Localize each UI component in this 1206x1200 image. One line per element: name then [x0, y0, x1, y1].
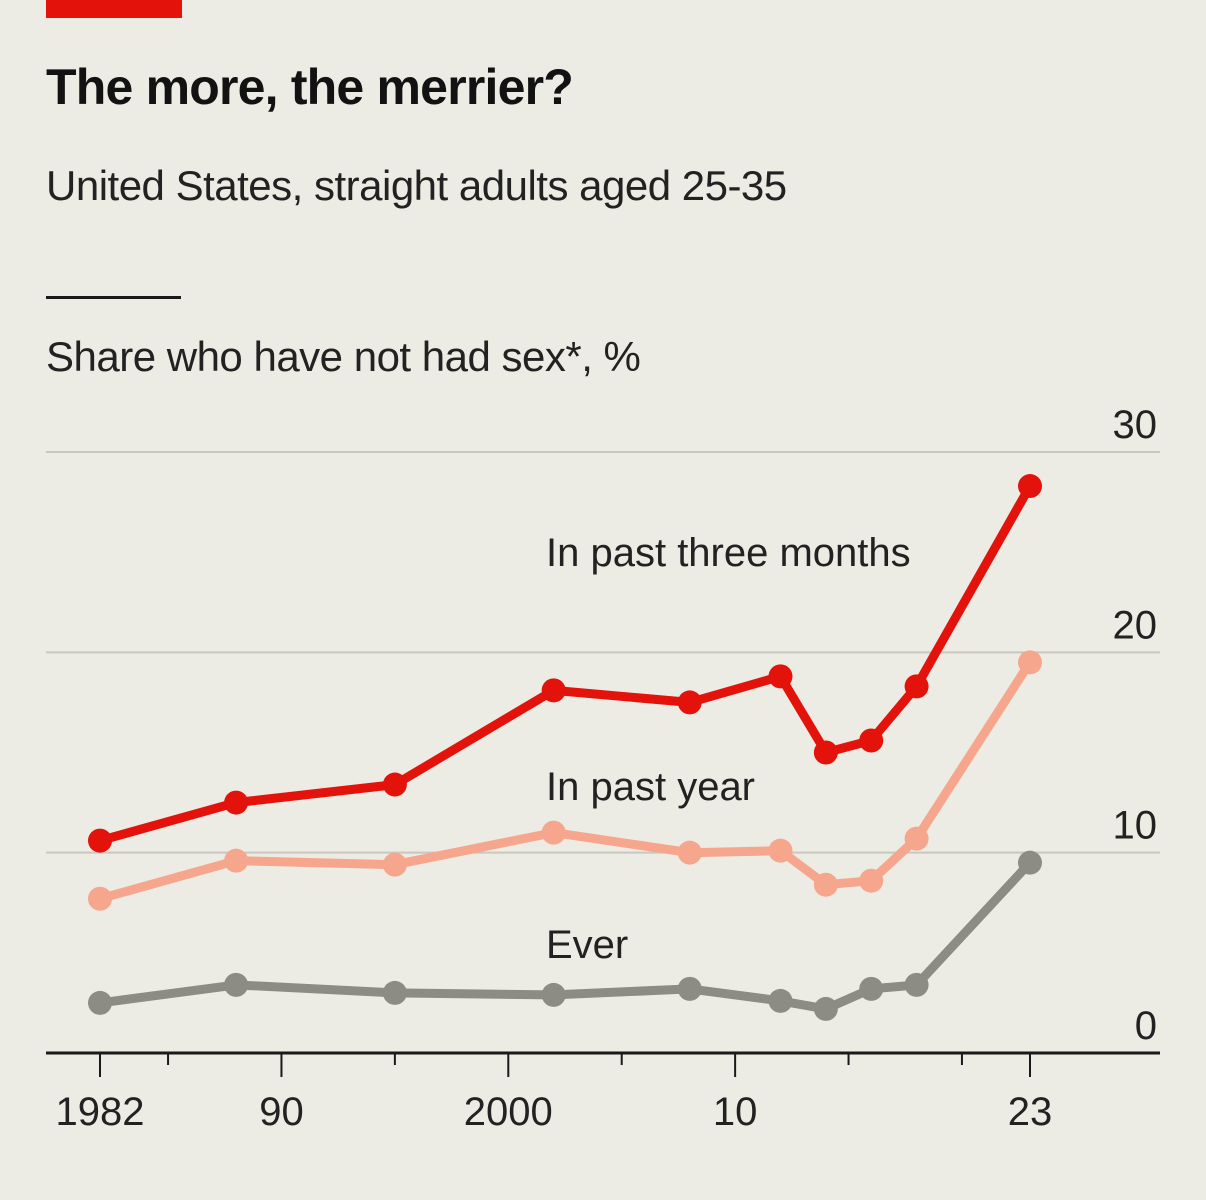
data-point-ever-2014 [813, 996, 838, 1021]
data-point-in-past-three-months-2002 [541, 678, 566, 703]
series-label-ever: Ever [546, 923, 628, 967]
data-point-in-past-three-months-2008 [677, 690, 702, 715]
y-tick-label-20: 20 [1113, 603, 1158, 647]
x-axis: 1982 90 2000 10 23 [46, 1051, 1160, 1134]
data-point-ever-2008 [677, 976, 702, 1001]
y-axis-measure-label: Share who have not had sex*, % [46, 333, 641, 380]
data-point-in-past-year-2008 [677, 840, 702, 865]
data-point-in-past-year-2018 [904, 826, 929, 851]
data-point-ever-1982 [88, 990, 112, 1015]
brand-accent-bar [46, 0, 182, 18]
y-tick-label-30: 30 [1113, 403, 1158, 447]
series-in-past-three-months [88, 474, 1042, 853]
header-rule [46, 296, 181, 299]
data-point-ever-2012 [768, 988, 793, 1013]
series-group [88, 474, 1042, 1021]
data-point-ever-2002 [541, 982, 566, 1007]
series-in-past-year [88, 650, 1042, 911]
data-point-in-past-three-months-1988 [224, 790, 249, 815]
series-labels: In past three months In past year Ever [546, 531, 911, 967]
data-point-in-past-three-months-1995 [382, 772, 407, 797]
series-label-in-past-year: In past year [546, 765, 755, 809]
series-label-in-past-three-months: In past three months [546, 531, 911, 575]
series-line-in-past-three-months [95, 481, 1035, 846]
data-point-ever-2023 [1018, 850, 1042, 875]
data-point-in-past-three-months-2018 [904, 674, 929, 699]
data-point-in-past-year-2002 [541, 820, 566, 845]
data-point-in-past-three-months-2012 [768, 664, 793, 689]
series-ever [88, 850, 1042, 1021]
y-tick-label-10: 10 [1113, 804, 1158, 848]
data-point-in-past-three-months-2023 [1018, 474, 1042, 499]
series-line-in-past-year [95, 657, 1035, 904]
data-point-ever-1988 [224, 972, 249, 997]
data-point-in-past-year-2014 [813, 872, 838, 897]
data-point-in-past-three-months-1982 [88, 828, 112, 853]
data-point-ever-1995 [382, 980, 407, 1005]
x-tick-label-2010: 10 [713, 1090, 758, 1134]
x-tick-label-1990: 90 [259, 1090, 304, 1134]
y-tick-labels: 0 10 20 30 [1113, 403, 1158, 1048]
data-point-in-past-year-2016 [859, 868, 884, 893]
data-point-in-past-three-months-2014 [813, 740, 838, 765]
data-point-in-past-three-months-2016 [859, 728, 884, 753]
x-tick-label-1982: 1982 [56, 1090, 145, 1134]
data-point-ever-2018 [904, 972, 929, 997]
data-point-in-past-year-1982 [88, 886, 112, 911]
data-point-in-past-year-2023 [1018, 650, 1042, 675]
chart-title: The more, the merrier? [46, 59, 574, 115]
data-point-ever-2016 [859, 976, 884, 1001]
data-point-in-past-year-1988 [224, 848, 249, 873]
x-tick-label-2000: 2000 [464, 1090, 553, 1134]
data-point-in-past-year-1995 [382, 852, 407, 877]
data-point-in-past-year-2012 [768, 838, 793, 863]
series-line-ever [95, 858, 1035, 1014]
y-tick-label-0: 0 [1135, 1004, 1157, 1048]
x-tick-label-2023: 23 [1008, 1090, 1053, 1134]
chart-subtitle: United States, straight adults aged 25-3… [46, 162, 787, 209]
